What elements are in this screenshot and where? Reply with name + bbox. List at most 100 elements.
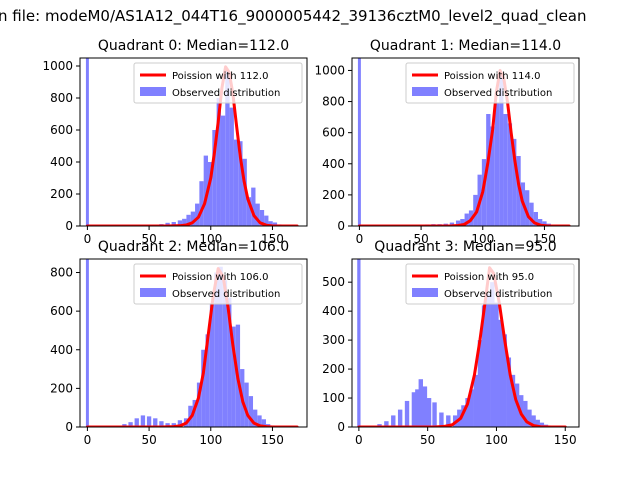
hist-spike-bar xyxy=(85,58,89,226)
hist-spike-bar xyxy=(357,58,361,226)
hist-bar xyxy=(177,420,183,427)
hist-bar xyxy=(494,302,499,427)
axes-frame xyxy=(79,258,308,428)
x-tick-label: 50 xyxy=(420,433,435,447)
hist-bar xyxy=(182,218,187,226)
figure-suptitle: n file: modeM0/AS1A12_044T16_9000005442_… xyxy=(0,7,587,26)
hist-bar xyxy=(460,219,465,226)
hist-bar xyxy=(542,221,547,226)
hist-bar xyxy=(533,212,538,226)
hist-bar xyxy=(415,389,420,427)
panel-0: 0 50 100 150 0 200 400 600 800 1000 Quadrant 0: Me… xyxy=(42,38,308,246)
hist-bar xyxy=(272,222,278,226)
plot-area-0 xyxy=(85,58,299,226)
y-tick-label: 100 xyxy=(322,391,345,405)
legend-box xyxy=(405,263,575,305)
hist-bar xyxy=(268,221,273,226)
legend-label: Observed distribution xyxy=(444,88,552,99)
hist-bar xyxy=(233,139,239,226)
y-tick-label: 1000 xyxy=(314,63,345,77)
hist-bar xyxy=(490,126,495,226)
hist-bar xyxy=(261,419,266,427)
hist-bar xyxy=(422,386,428,427)
y-tick-label: 200 xyxy=(322,362,345,376)
hist-bar xyxy=(531,415,536,427)
hist-bar xyxy=(397,409,403,427)
y-tick-label: 0 xyxy=(65,219,73,233)
y-tick-label: 0 xyxy=(337,219,345,233)
y-tick-label: 400 xyxy=(322,157,345,171)
y-tick-label: 300 xyxy=(322,333,345,347)
hist-bar xyxy=(446,415,451,427)
hist-bar xyxy=(525,190,530,226)
hist-bar xyxy=(253,409,258,427)
hist-bar xyxy=(207,162,213,226)
x-tick-label: 100 xyxy=(199,232,222,246)
y-tick-label: 400 xyxy=(322,304,345,318)
legend-patch-swatch xyxy=(412,87,438,96)
legend-label: Poission with 114.0 xyxy=(444,71,540,82)
hist-bar xyxy=(490,282,495,427)
x-tick-label: 0 xyxy=(84,232,92,246)
x-tick-label: 150 xyxy=(533,232,556,246)
hist-bar xyxy=(218,266,223,427)
y-tick-label: 800 xyxy=(50,266,73,280)
hist-bar xyxy=(498,319,503,427)
y-tick-label: 600 xyxy=(50,123,73,137)
hist-bar xyxy=(238,141,243,226)
hist-bar xyxy=(205,334,210,427)
y-tick-label: 200 xyxy=(50,187,73,201)
y-tick-label: 400 xyxy=(50,155,73,169)
hist-bar xyxy=(146,416,152,427)
x-tick-label: 100 xyxy=(199,433,222,447)
hist-bar xyxy=(432,402,437,427)
y-tick-label: 200 xyxy=(322,188,345,202)
axes-frame xyxy=(79,57,308,227)
hist-bar xyxy=(486,114,491,226)
y-tick-label: 0 xyxy=(337,420,345,434)
hist-bar xyxy=(225,70,230,226)
hist-bar xyxy=(246,197,252,226)
legend: Poission with 114.0 Observed distribution xyxy=(405,62,575,104)
hist-bar xyxy=(391,415,396,427)
hist-bar xyxy=(418,379,423,427)
hist-bar xyxy=(257,415,262,427)
hist-bar xyxy=(244,382,249,427)
hist-bar xyxy=(199,181,204,226)
hist-bar xyxy=(473,374,479,427)
x-tick-label: 150 xyxy=(261,232,284,246)
hist-bar xyxy=(449,222,455,226)
hist-bar xyxy=(535,419,540,427)
legend-label: Observed distribution xyxy=(172,88,280,99)
y-tick-label: 1000 xyxy=(42,59,73,73)
hist-bar xyxy=(209,303,215,427)
panel-title: Quadrant 1: Median=114.0 xyxy=(370,38,561,54)
panel-3: 0 50 100 150 0 100 200 300 400 500 Quadrant 3: Med… xyxy=(322,239,580,447)
legend-box xyxy=(133,62,303,104)
axes-frame xyxy=(351,258,580,428)
hist-bar xyxy=(171,222,176,226)
hist-bar xyxy=(537,219,543,226)
hist-bar xyxy=(128,422,133,427)
x-tick-label: 100 xyxy=(471,232,494,246)
hist-bar xyxy=(165,423,170,427)
panel-title: Quadrant 0: Median=112.0 xyxy=(98,38,289,54)
legend-label: Poission with 95.0 xyxy=(444,272,534,283)
x-tick-label: 50 xyxy=(141,433,156,447)
x-tick-label: 50 xyxy=(413,232,428,246)
hist-bar xyxy=(192,399,197,427)
y-tick-label: 600 xyxy=(322,126,345,140)
hist-bar xyxy=(140,415,146,427)
legend-patch-swatch xyxy=(140,87,166,96)
hist-bar xyxy=(259,210,265,226)
x-tick-label: 50 xyxy=(141,232,156,246)
legend-label: Poission with 112.0 xyxy=(172,71,268,82)
hist-bar xyxy=(404,400,410,427)
x-tick-label: 0 xyxy=(355,433,363,447)
hist-spike-bar xyxy=(85,259,89,427)
hist-bar xyxy=(227,297,232,427)
hist-bar xyxy=(229,107,234,226)
hist-bar xyxy=(512,138,517,226)
hist-bar xyxy=(529,202,534,226)
